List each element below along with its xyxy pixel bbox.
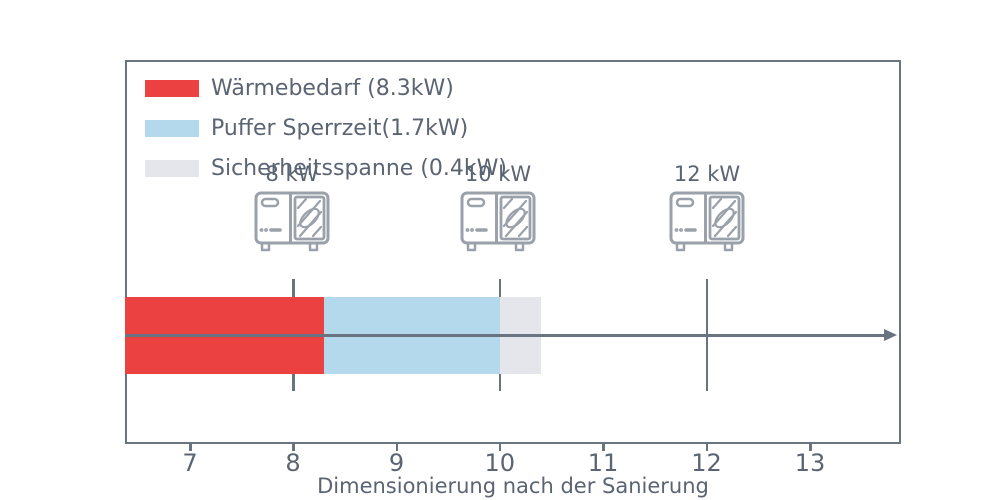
- pump-group-10kw: 10 kW: [453, 162, 543, 253]
- tick-mark-9: [395, 444, 398, 451]
- legend-label-heat-demand: Wärmebedarf (8.3kW): [211, 76, 454, 101]
- heat-pump-icon: [460, 191, 536, 253]
- legend-item-heat-demand: Wärmebedarf (8.3kW): [145, 76, 507, 101]
- tick-mark-13: [809, 444, 812, 451]
- legend-swatch-safety-margin: [145, 160, 199, 177]
- tick-label-11: 11: [587, 449, 619, 477]
- tick-mark-11: [602, 444, 605, 451]
- legend-label-safety-margin: Sicherheitsspanne (0.4kW): [211, 156, 507, 181]
- arrow-right-icon: [884, 328, 897, 341]
- legend: Wärmebedarf (8.3kW) Puffer Sperrzeit(1.7…: [145, 76, 507, 181]
- tick-mark-7: [189, 444, 192, 451]
- heat-pump-icon: [669, 191, 745, 253]
- x-axis-title: Dimensionierung nach der Sanierung: [317, 474, 709, 498]
- plot-frame: [125, 60, 901, 444]
- tick-label-13: 13: [794, 449, 826, 477]
- tick-label-8: 8: [285, 449, 301, 477]
- x-axis-arrow-line: [125, 334, 886, 337]
- tick-mark-10: [498, 444, 502, 451]
- legend-swatch-buffer: [145, 120, 199, 137]
- legend-item-safety-margin: Sicherheitsspanne (0.4kW): [145, 156, 507, 181]
- tick-label-9: 9: [388, 449, 405, 477]
- tick-mark-12: [705, 444, 708, 451]
- legend-label-buffer: Puffer Sperrzeit(1.7kW): [211, 116, 469, 141]
- tick-label-12: 12: [691, 449, 722, 477]
- legend-item-buffer: Puffer Sperrzeit(1.7kW): [145, 116, 507, 141]
- legend-swatch-heat-demand: [145, 80, 199, 97]
- pump-label-10kw: 10 kW: [464, 162, 532, 186]
- pump-group-8kw: 8 kW: [247, 162, 337, 253]
- tick-label-10: 10: [484, 449, 516, 477]
- pump-label-12kw: 12 kW: [673, 162, 741, 186]
- pump-label-8kw: 8 kW: [265, 162, 319, 186]
- pump-group-12kw: 12 kW: [662, 162, 752, 253]
- tick-label-7: 7: [182, 449, 198, 477]
- tick-mark-8: [292, 444, 295, 451]
- heat-pump-icon: [254, 191, 330, 253]
